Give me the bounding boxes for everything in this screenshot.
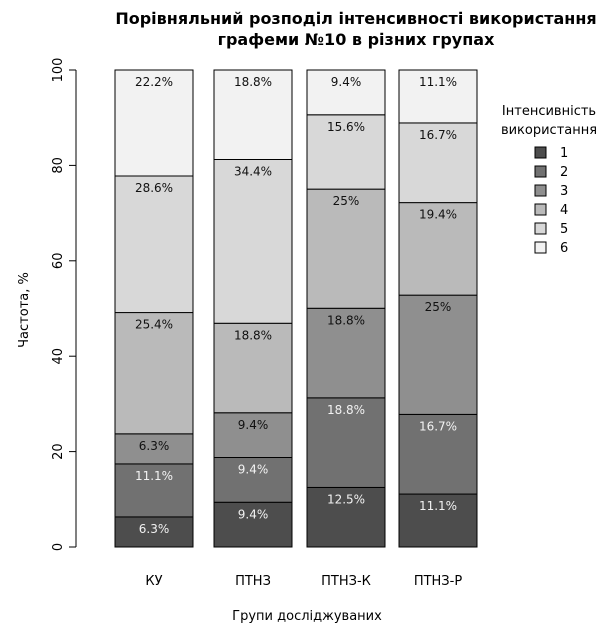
bar-segment — [306, 188, 386, 309]
legend-item: 1 — [534, 146, 568, 161]
bar-segment — [213, 322, 293, 414]
bar-segment — [398, 122, 478, 204]
bar-segment — [398, 493, 478, 548]
legend-label: 5 — [560, 222, 568, 237]
bar-segment — [114, 175, 194, 314]
x-tick-label: ПТНЗ — [235, 574, 271, 589]
legend-title-line-2: використання — [501, 123, 597, 138]
legend-swatch — [534, 222, 547, 235]
bar-segment — [213, 158, 293, 324]
data-label: 11.1% — [419, 499, 457, 513]
legend-label: 6 — [560, 241, 568, 256]
bar-segment — [114, 312, 194, 435]
bar-segment — [213, 412, 293, 459]
x-tick-label: ПТНЗ-К — [321, 574, 371, 589]
legend-label: 4 — [560, 203, 568, 218]
legend-swatch — [534, 203, 547, 216]
data-label: 22.2% — [135, 75, 173, 89]
data-label: 9.4% — [331, 75, 362, 89]
legend-label: 2 — [560, 165, 568, 180]
legend: Інтенсивність використання 1 2 3 4 5 6 — [501, 104, 597, 256]
x-axis-label: Групи досліджуваних — [232, 609, 382, 624]
bar-segment — [306, 114, 386, 190]
legend-swatch — [534, 241, 547, 254]
bar-segment — [114, 463, 194, 518]
bar-segment — [114, 69, 194, 177]
bar-segment — [306, 486, 386, 548]
y-tick-label: 100 — [51, 58, 66, 83]
category-labels: КУ ПТНЗ ПТНЗ-К ПТНЗ-Р — [145, 574, 462, 589]
data-label: 19.4% — [419, 208, 457, 222]
data-label: 34.4% — [234, 164, 272, 178]
data-label: 25% — [425, 300, 452, 314]
y-tick-label: 20 — [51, 443, 66, 460]
legend-item: 2 — [534, 165, 568, 180]
legend-label: 3 — [560, 184, 568, 199]
bar-segment — [213, 457, 293, 503]
legend-swatch — [534, 184, 547, 197]
chart-title-line-1: Порівняльний розподіл інтенсивності вико… — [115, 9, 596, 28]
data-label: 18.8% — [327, 313, 365, 327]
data-label: 6.3% — [139, 522, 170, 536]
legend-item: 5 — [534, 222, 568, 237]
bar-segment — [398, 69, 478, 124]
y-tick-label: 60 — [51, 253, 66, 270]
legend-label: 1 — [560, 146, 568, 161]
bar-stack: 6.3% 11.1% 6.3% 25.4% 28.6% 22.2% — [114, 69, 194, 548]
data-label: 11.1% — [419, 75, 457, 89]
bar-segment — [306, 307, 386, 399]
data-label: 9.4% — [238, 418, 269, 432]
bar-segment — [114, 433, 194, 465]
bar-segment — [306, 69, 386, 116]
data-label: 9.4% — [238, 463, 269, 477]
data-label: 12.5% — [327, 492, 365, 506]
data-label: 25.4% — [135, 318, 173, 332]
y-tick-label: 0 — [51, 543, 66, 551]
data-label: 16.7% — [419, 128, 457, 142]
y-tick-label: 80 — [51, 157, 66, 174]
data-label: 9.4% — [238, 507, 269, 521]
legend-item: 4 — [534, 203, 568, 218]
data-label: 6.3% — [139, 439, 170, 453]
bar-stack: 11.1% 16.7% 25% 19.4% 16.7% 11.1% — [398, 69, 478, 548]
data-label: 18.8% — [234, 328, 272, 342]
y-axis-label: Частота, % — [17, 272, 32, 348]
bar-stack: 9.4% 9.4% 9.4% 18.8% 34.4% 18.8% — [213, 69, 293, 548]
legend-title-line-1: Інтенсивність — [502, 104, 596, 119]
bar-segment — [306, 397, 386, 488]
data-label: 25% — [333, 194, 360, 208]
legend-swatch — [534, 146, 547, 159]
bar-segment — [398, 413, 478, 495]
bar-segment — [398, 294, 478, 415]
data-label: 11.1% — [135, 469, 173, 483]
data-label: 16.7% — [419, 419, 457, 433]
chart-title: Порівняльний розподіл інтенсивності вико… — [115, 9, 596, 49]
bars: 6.3%11.1%6.3%25.4%28.6%22.2%9.4%9.4%9.4%… — [114, 69, 478, 548]
bar-segment — [213, 69, 293, 160]
x-tick-label: КУ — [145, 574, 162, 589]
bar-segment — [398, 202, 478, 296]
data-label: 18.8% — [327, 403, 365, 417]
data-label: 28.6% — [135, 181, 173, 195]
data-label: 15.6% — [327, 120, 365, 134]
legend-item: 6 — [534, 241, 568, 256]
legend-item: 3 — [534, 184, 568, 199]
y-axis: 0 20 40 60 80 100 — [51, 58, 77, 551]
y-tick-label: 40 — [51, 348, 66, 365]
x-tick-label: ПТНЗ-Р — [414, 574, 463, 589]
bar-stack: 12.5% 18.8% 18.8% 25% 15.6% 9.4% — [306, 69, 386, 548]
bar-segment — [213, 501, 293, 548]
data-label: 18.8% — [234, 75, 272, 89]
chart-title-line-2: графеми №10 в різних групах — [218, 30, 495, 49]
legend-swatch — [534, 165, 547, 178]
bar-segment — [114, 516, 194, 548]
